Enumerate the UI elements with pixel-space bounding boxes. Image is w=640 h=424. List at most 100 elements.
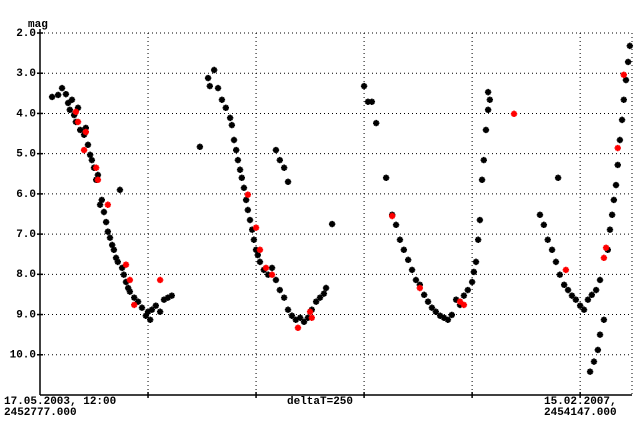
data-point [482, 126, 490, 134]
axis-annotation: 15.02.2007, [544, 396, 617, 408]
data-point [146, 316, 154, 323]
data-point [204, 74, 212, 82]
data-point [392, 221, 400, 229]
data-point [416, 281, 424, 288]
data-point [586, 368, 594, 375]
y-axis-label: mag [28, 19, 48, 31]
data-point [131, 294, 138, 301]
data-point [72, 108, 80, 116]
data-point [416, 284, 424, 292]
data-point [82, 128, 90, 136]
data-point [280, 164, 288, 171]
data-point [408, 266, 416, 274]
y-tick-label: 9.0 [16, 309, 36, 321]
data-point [424, 298, 432, 305]
data-point [114, 258, 121, 266]
data-point [476, 216, 484, 224]
axis-annotation: deltaT=250 [287, 396, 353, 408]
data-point [106, 234, 114, 241]
data-point [584, 296, 592, 303]
data-point [460, 301, 468, 309]
data-point [94, 176, 102, 184]
data-point [160, 296, 168, 303]
data-point [118, 264, 126, 272]
data-point [222, 104, 230, 112]
data-point [92, 164, 100, 171]
data-point [468, 278, 476, 286]
data-point [320, 290, 328, 297]
data-point [58, 84, 66, 92]
y-tick-label: 2.0 [16, 28, 36, 40]
data-point [88, 156, 96, 164]
data-point [304, 314, 312, 321]
data-point [364, 98, 372, 105]
data-point [64, 99, 72, 107]
data-point [472, 258, 480, 266]
data-point [456, 301, 464, 309]
data-point [572, 296, 580, 303]
data-point [592, 286, 600, 294]
data-point [372, 119, 380, 127]
data-point [116, 186, 124, 194]
data-point [300, 318, 308, 325]
data-point [464, 286, 471, 294]
data-point [562, 266, 570, 274]
data-point [168, 292, 175, 299]
data-point [104, 201, 112, 208]
data-point [540, 221, 548, 229]
data-point [600, 254, 608, 262]
data-point [234, 156, 242, 164]
data-point [246, 216, 254, 224]
data-point [484, 106, 492, 114]
data-point [486, 96, 494, 103]
data-point [236, 166, 244, 173]
data-point [614, 161, 621, 169]
data-point [614, 144, 621, 152]
data-point [76, 126, 84, 134]
data-point [94, 171, 102, 179]
data-point [328, 220, 336, 228]
data-point [552, 258, 560, 266]
data-point [536, 211, 544, 219]
y-tick-label: 6.0 [16, 189, 36, 201]
data-point [142, 312, 150, 319]
axis-annotation: 2452777.000 [4, 407, 77, 419]
data-point [618, 116, 626, 124]
data-point [80, 146, 88, 154]
data-point [256, 246, 264, 253]
data-point [102, 218, 110, 226]
data-point [316, 294, 324, 301]
data-point [294, 324, 302, 332]
data-point [110, 246, 118, 253]
data-point [268, 271, 276, 278]
data-point [238, 174, 245, 181]
data-point [594, 346, 602, 354]
data-point [122, 278, 130, 286]
data-point [428, 304, 436, 311]
data-point [456, 298, 464, 305]
data-point [474, 236, 482, 243]
data-point [606, 226, 614, 233]
data-point [276, 286, 284, 294]
data-point [206, 82, 214, 90]
data-point [256, 258, 264, 266]
data-point [480, 156, 487, 164]
data-point [122, 261, 130, 268]
data-point [432, 308, 440, 315]
data-point [240, 184, 248, 192]
data-point [244, 191, 252, 198]
data-point [590, 358, 598, 365]
data-point [104, 228, 112, 235]
data-point [134, 298, 142, 305]
data-point [156, 308, 164, 315]
data-point [296, 314, 304, 321]
data-point [284, 178, 292, 186]
data-point [596, 331, 604, 338]
data-point [510, 110, 518, 118]
data-point [80, 131, 88, 138]
data-point [226, 114, 234, 122]
data-point [228, 121, 236, 129]
data-point [360, 82, 368, 90]
data-point [98, 196, 105, 204]
data-point [138, 304, 146, 311]
